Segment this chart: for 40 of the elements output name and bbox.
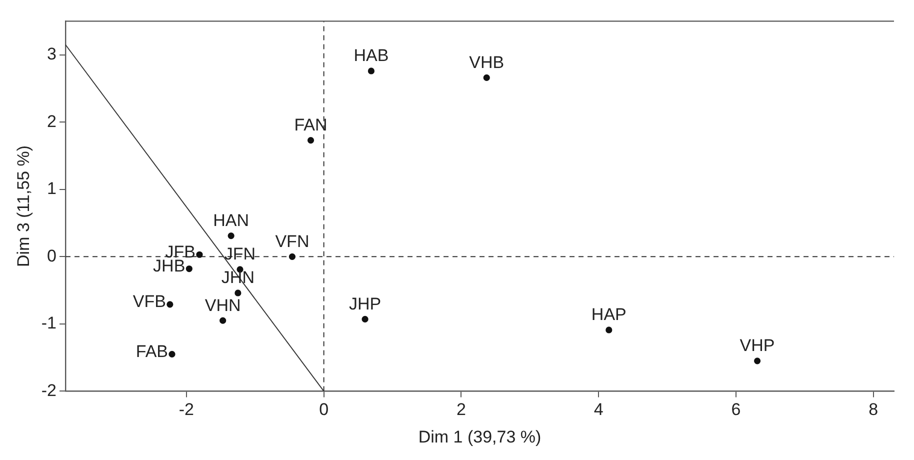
- point: [168, 350, 176, 358]
- point: [186, 265, 192, 272]
- point: [220, 317, 226, 324]
- annotation: FAN: [294, 115, 328, 134]
- y-tick-label: -2: [41, 380, 57, 400]
- x-tick-label: 2: [456, 400, 466, 420]
- annotation: VHB: [469, 52, 504, 72]
- annotation: HAP: [591, 305, 626, 324]
- annotation: VHP: [740, 336, 775, 356]
- annotation: HAN: [213, 210, 250, 230]
- point: [234, 290, 242, 296]
- annotation: VHN: [204, 296, 241, 315]
- y-tick-label: 0: [47, 246, 57, 266]
- x-tick-label: 6: [731, 400, 741, 420]
- x-tick-label: -2: [178, 400, 194, 420]
- annotation: VFB: [132, 292, 166, 312]
- y-tick-label: 1: [47, 179, 57, 198]
- point: [196, 251, 203, 258]
- y-tick-label: 3: [47, 44, 57, 64]
- x-tick-label: 8: [868, 400, 878, 420]
- point: [606, 326, 612, 334]
- y-axis-title: Dim 3 (11,55 %): [14, 145, 33, 267]
- annotation: JHP: [348, 294, 382, 314]
- point: [368, 68, 375, 74]
- point: [483, 74, 490, 82]
- point: [307, 136, 314, 144]
- x-tick-label: 0: [319, 400, 329, 420]
- annotation: JFN: [224, 244, 256, 264]
- annotation: VFN: [275, 232, 310, 251]
- point: [754, 358, 761, 364]
- x-tick-label: 4: [594, 400, 604, 420]
- y-tick-label: -1: [41, 314, 57, 333]
- point: [288, 253, 296, 260]
- annotation: HAB: [354, 46, 389, 66]
- x-axis-title: Dim 1 (39,73 %): [418, 427, 542, 446]
- y-tick-label: 2: [47, 112, 57, 131]
- point: [362, 316, 368, 323]
- point: [166, 301, 174, 308]
- point: [228, 232, 234, 240]
- annotation: FAB: [136, 342, 168, 361]
